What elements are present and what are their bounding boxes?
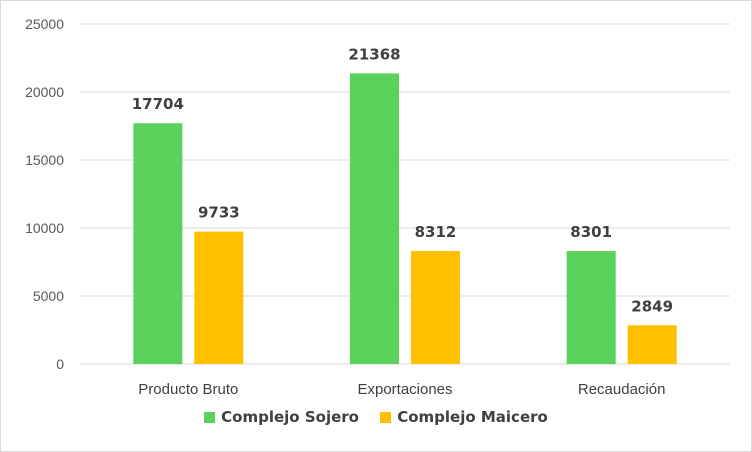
x-category-label: Exportaciones bbox=[357, 381, 452, 398]
data-label: 2849 bbox=[631, 297, 673, 315]
y-tick-label: 15000 bbox=[25, 152, 64, 168]
data-label: 21368 bbox=[348, 45, 400, 63]
bar bbox=[566, 251, 616, 364]
bar bbox=[350, 73, 399, 364]
data-label: 17704 bbox=[132, 95, 184, 113]
x-axis-categories: Producto Bruto Exportaciones Recaudación bbox=[138, 381, 665, 398]
y-tick-label: 20000 bbox=[25, 84, 64, 100]
data-label: 8301 bbox=[570, 223, 612, 241]
x-category-label: Producto Bruto bbox=[138, 381, 238, 398]
legend-item-maicero: Complejo Maicero bbox=[380, 408, 548, 426]
y-tick-label: 10000 bbox=[25, 220, 64, 236]
data-label: 8312 bbox=[415, 223, 457, 241]
legend-swatch-sojero bbox=[204, 411, 216, 423]
legend-label-sojero: Complejo Sojero bbox=[221, 408, 359, 426]
legend-label-maicero: Complejo Maicero bbox=[397, 408, 548, 426]
y-tick-label: 0 bbox=[56, 356, 64, 372]
gridlines bbox=[80, 23, 730, 365]
bar bbox=[133, 123, 183, 364]
data-labels: 17704 9733 21368 8312 8301 2849 bbox=[132, 45, 673, 315]
bar bbox=[411, 250, 460, 364]
y-axis-ticks: 0 5000 10000 15000 20000 25000 bbox=[25, 16, 64, 372]
data-label: 9733 bbox=[198, 204, 240, 222]
y-tick-label: 5000 bbox=[33, 288, 64, 304]
x-category-label: Recaudación bbox=[578, 381, 666, 398]
legend: Complejo Sojero Complejo Maicero bbox=[0, 408, 752, 427]
legend-item-sojero: Complejo Sojero bbox=[204, 408, 359, 426]
y-tick-label: 25000 bbox=[25, 16, 64, 32]
bar bbox=[627, 325, 677, 364]
bars bbox=[133, 73, 677, 364]
legend-swatch-maicero bbox=[380, 411, 392, 423]
bar bbox=[194, 231, 244, 364]
